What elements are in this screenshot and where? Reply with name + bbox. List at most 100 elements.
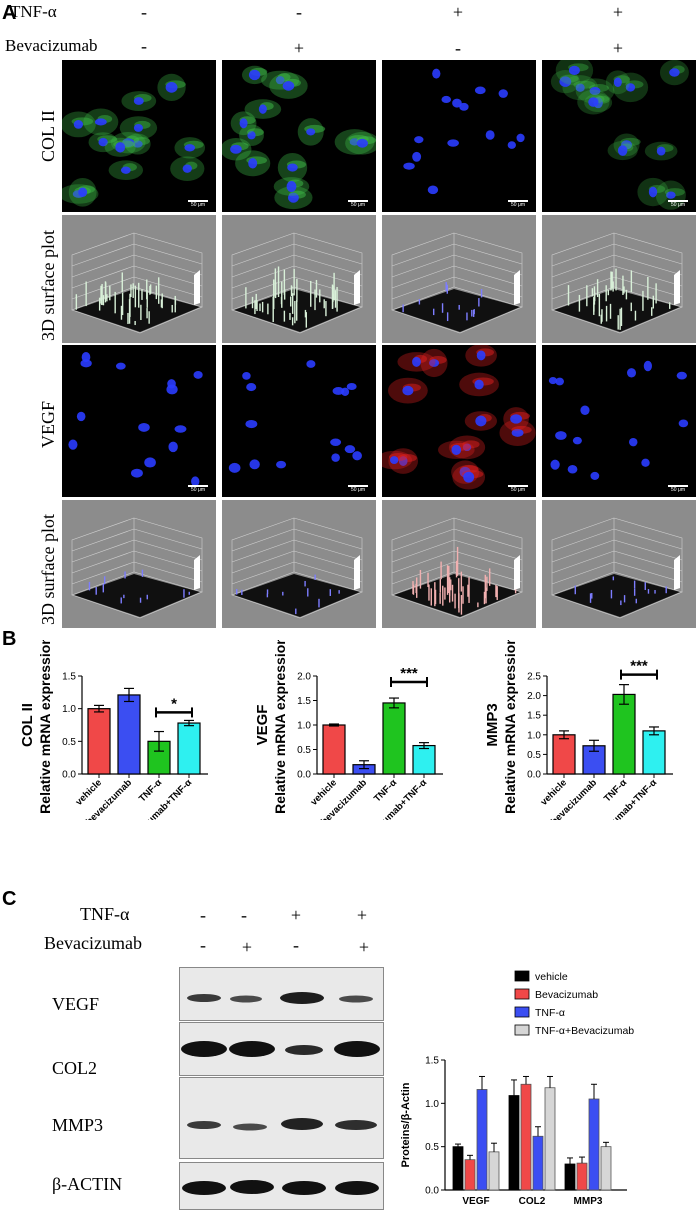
legend-label: vehicle: [535, 971, 568, 983]
protein-quantification-chart: Proteins/β-Actin 0.0 0.5 1.0 1.5 VEGF COL2 MMP3…: [400, 970, 634, 1207]
x-tick-label: TNF-α: [137, 777, 164, 804]
scale-bar: 50 μm: [348, 485, 368, 493]
bevacizumab-label: Bevacizumab: [5, 36, 98, 55]
significance-label: ***: [630, 658, 648, 675]
x-tick-label: TNF-α: [602, 777, 629, 804]
significance-label: ***: [400, 665, 418, 682]
micrograph-vegf-2: 50 μm: [222, 345, 376, 497]
micrograph-col2-1: 50 μm: [62, 60, 216, 212]
panel-b-letter: B: [2, 628, 17, 650]
bar-VEGF-Bevacizumab: [464, 1159, 476, 1191]
legend-label: TNF-α: [535, 1007, 565, 1019]
row-label-surface-1: 3D surface plot: [38, 230, 58, 341]
c-bev-sign-4: +: [358, 937, 370, 957]
micrograph-col2-2: 50 μm: [222, 60, 376, 212]
x-tick-label: COL2: [519, 1196, 546, 1207]
y-tick-label: 2.0: [527, 691, 541, 702]
scale-bar: 50 μm: [508, 200, 528, 208]
bar-vehicle: [552, 734, 576, 775]
micrograph-col2-4: 50 μm: [542, 60, 696, 212]
bar-TNF-α: [612, 693, 636, 775]
significance-label: *: [171, 695, 177, 712]
y-tick-label: 1.5: [62, 672, 76, 683]
blot-label-col2: COL2: [52, 1058, 97, 1078]
row-label-col2: COL II: [38, 110, 58, 162]
c-bev-sign-2: +: [241, 937, 253, 957]
scale-bar: 50 μm: [668, 485, 688, 493]
legend-label: TNF-α+Bevacizumab: [535, 1025, 634, 1037]
surface-plot-col2-3: [382, 215, 536, 343]
scale-bar: 50 μm: [508, 485, 528, 493]
y-axis-label: Proteins/β-Actin: [400, 1082, 412, 1167]
bev-sign-2: +: [293, 38, 305, 58]
y-axis-label: Relative mRNA expression: [272, 640, 288, 814]
surface-plot-col2-4: [542, 215, 696, 343]
c-tnf-sign-3: +: [290, 905, 302, 925]
tnf-label: TNF-α: [10, 2, 57, 21]
c-bev-sign-1: -: [200, 935, 206, 955]
y-tick-label: 1.0: [425, 1099, 439, 1110]
micrograph-col2-3: 50 μm: [382, 60, 536, 212]
x-tick-label: VEGF: [462, 1196, 489, 1207]
blot-label-beta-actin: β-ACTIN: [52, 1174, 123, 1194]
y-tick-label: 0.0: [425, 1186, 439, 1197]
x-tick-label: MMP3: [574, 1196, 603, 1207]
scale-bar: 50 μm: [188, 485, 208, 493]
y-tick-label: 1.0: [297, 721, 311, 732]
tnf-sign-3: +: [452, 2, 464, 22]
scale-bar: 50 μm: [348, 200, 368, 208]
bar-COL2-TNF-α: [532, 1135, 544, 1191]
surface-plot-col2-2: [222, 215, 376, 343]
panel-c-letter: C: [2, 888, 17, 910]
scale-bar: 50 μm: [668, 200, 688, 208]
bar-VEGF-TNF-α+Bevacizumab: [488, 1151, 500, 1191]
surface-plot-vegf-3: [382, 500, 536, 628]
bar-bevacizumab+TNF-α: [642, 730, 666, 775]
y-tick-label: 1.5: [527, 711, 541, 722]
y-tick-label: 0.0: [62, 770, 76, 781]
y-axis-label: Relative mRNA expression: [502, 640, 518, 814]
y-tick-label: 0.5: [62, 737, 76, 748]
y-axis-label: Relative mRNA expression: [37, 640, 53, 814]
y-axis-title: COL II: [19, 703, 36, 747]
bev-sign-1: -: [141, 36, 147, 56]
bev-sign-4: +: [612, 38, 624, 58]
c-tnf-label: TNF-α: [80, 904, 130, 924]
x-tick-label: TNF-α: [372, 777, 399, 804]
bar-MMP3-TNF-α: [588, 1098, 600, 1191]
bar-TNF-α: [382, 702, 406, 775]
legend-swatch: [514, 1024, 530, 1036]
y-tick-label: 2.5: [527, 672, 541, 683]
bar-bevacizumab+TNF-α: [177, 722, 201, 775]
bar-COL2-TNF-α+Bevacizumab: [544, 1087, 556, 1191]
blot-mmp3: [179, 1077, 384, 1159]
y-tick-label: 0.5: [527, 750, 541, 761]
c-tnf-sign-4: +: [356, 905, 368, 925]
surface-plot-vegf-2: [222, 500, 376, 628]
micrograph-vegf-1: 50 μm: [62, 345, 216, 497]
bar-COL2-vehicle: [508, 1095, 520, 1191]
bar-VEGF-TNF-α: [476, 1089, 488, 1191]
legend-label: Bevacizumab: [535, 989, 598, 1001]
tnf-sign-4: +: [612, 2, 624, 22]
panel-a-letter: A: [2, 2, 17, 24]
blot-beta-actin: [179, 1162, 384, 1210]
y-tick-label: 0.0: [527, 770, 541, 781]
c-tnf-sign-1: -: [200, 905, 206, 925]
blot-col2: [179, 1022, 384, 1076]
bar-vehicle: [322, 724, 346, 775]
bev-sign-3: -: [455, 38, 461, 58]
blot-label-vegf: VEGF: [52, 994, 100, 1014]
bar-bevacizumab+TNF-α: [412, 744, 436, 775]
legend-swatch: [514, 988, 530, 1000]
c-bev-sign-3: -: [293, 935, 299, 955]
bar-VEGF-vehicle: [452, 1146, 464, 1191]
bar-bevacizumab: [117, 694, 141, 775]
c-bevacizumab-label: Bevacizumab: [44, 933, 142, 953]
scale-bar: 50 μm: [188, 200, 208, 208]
bar-vehicle: [87, 708, 111, 775]
legend-swatch: [514, 1006, 530, 1018]
